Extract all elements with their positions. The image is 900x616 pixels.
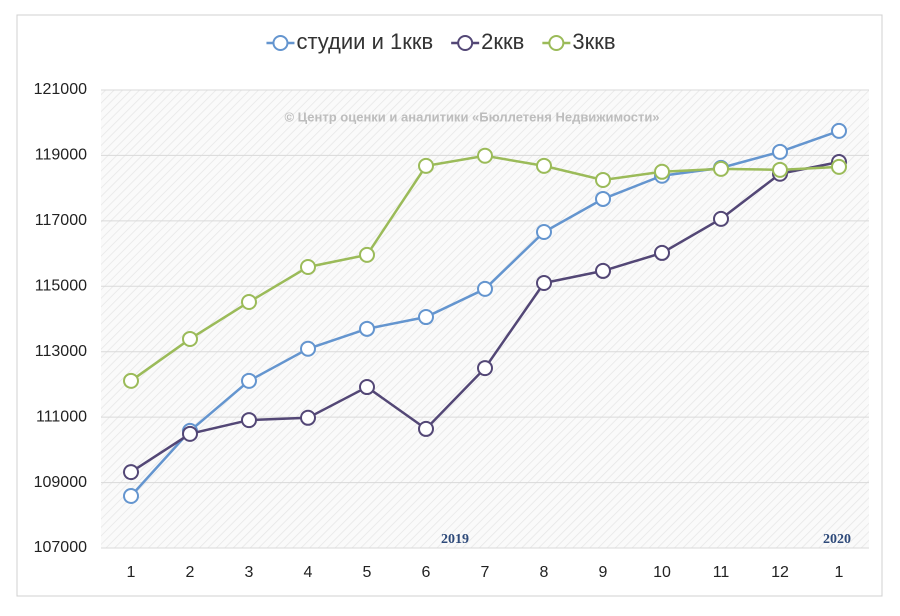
- data-point: [595, 171, 611, 188]
- data-point: [536, 157, 552, 174]
- legend-label: 3ккв: [572, 29, 615, 54]
- data-point: [654, 163, 670, 180]
- data-point: [241, 412, 257, 429]
- y-tick-label: 113000: [35, 343, 87, 360]
- legend-marker: [548, 35, 565, 51]
- y-tick-label: 121000: [34, 81, 87, 98]
- data-point: [241, 293, 257, 310]
- data-point: [713, 210, 729, 227]
- annotation: © Центр оценки и аналитики «Бюллетеня Не…: [284, 109, 659, 124]
- x-tick-label: 4: [304, 564, 313, 581]
- y-tick-label: 117000: [35, 212, 87, 229]
- data-point: [418, 157, 434, 174]
- data-point: [300, 409, 316, 426]
- x-tick-label: 10: [653, 564, 671, 581]
- legend-label: студии и 1ккв: [296, 29, 433, 54]
- x-tick-label: 11: [713, 564, 730, 581]
- data-point: [359, 246, 375, 263]
- data-point: [595, 190, 611, 207]
- x-tick-label: 2: [186, 564, 195, 581]
- x-tick-label: 1: [835, 564, 844, 581]
- y-tick-label: 107000: [34, 539, 87, 556]
- legend-marker: [457, 35, 474, 51]
- data-point: [713, 160, 729, 177]
- data-point: [300, 340, 316, 357]
- data-point: [772, 143, 788, 160]
- x-tick-label: 12: [771, 564, 789, 581]
- x-tick-label: 8: [540, 564, 549, 581]
- data-point: [241, 372, 257, 389]
- x-tick-label: 5: [363, 564, 372, 581]
- x-tick-label: 1: [127, 564, 136, 581]
- legend-label: 2ккв: [481, 29, 524, 54]
- data-point: [595, 262, 611, 279]
- x-tick-label: 7: [481, 564, 490, 581]
- plot-area: [101, 90, 869, 548]
- y-tick-label: 119000: [35, 147, 87, 164]
- data-point: [123, 372, 139, 389]
- data-point: [772, 161, 788, 178]
- data-point: [182, 330, 198, 347]
- data-point: [418, 309, 434, 326]
- data-point: [300, 258, 316, 275]
- data-point: [418, 420, 434, 437]
- data-point: [654, 244, 670, 261]
- data-point: [182, 425, 198, 442]
- data-point: [831, 158, 847, 175]
- annotation: 2020: [823, 532, 851, 547]
- y-tick-label: 115000: [35, 278, 87, 295]
- x-tick-label: 9: [599, 564, 608, 581]
- data-point: [831, 122, 847, 139]
- data-point: [477, 147, 493, 164]
- y-tick-label: 109000: [34, 474, 87, 491]
- data-point: [123, 487, 139, 504]
- data-point: [536, 223, 552, 240]
- x-tick-label: 3: [245, 564, 254, 581]
- data-point: [477, 360, 493, 377]
- x-tick-label: 6: [422, 564, 431, 581]
- data-point: [359, 379, 375, 396]
- legend-marker: [272, 35, 289, 51]
- y-tick-label: 111000: [36, 408, 87, 425]
- data-point: [536, 275, 552, 292]
- data-point: [123, 464, 139, 481]
- data-point: [477, 280, 493, 297]
- data-point: [359, 320, 375, 337]
- annotation: 2019: [441, 532, 469, 547]
